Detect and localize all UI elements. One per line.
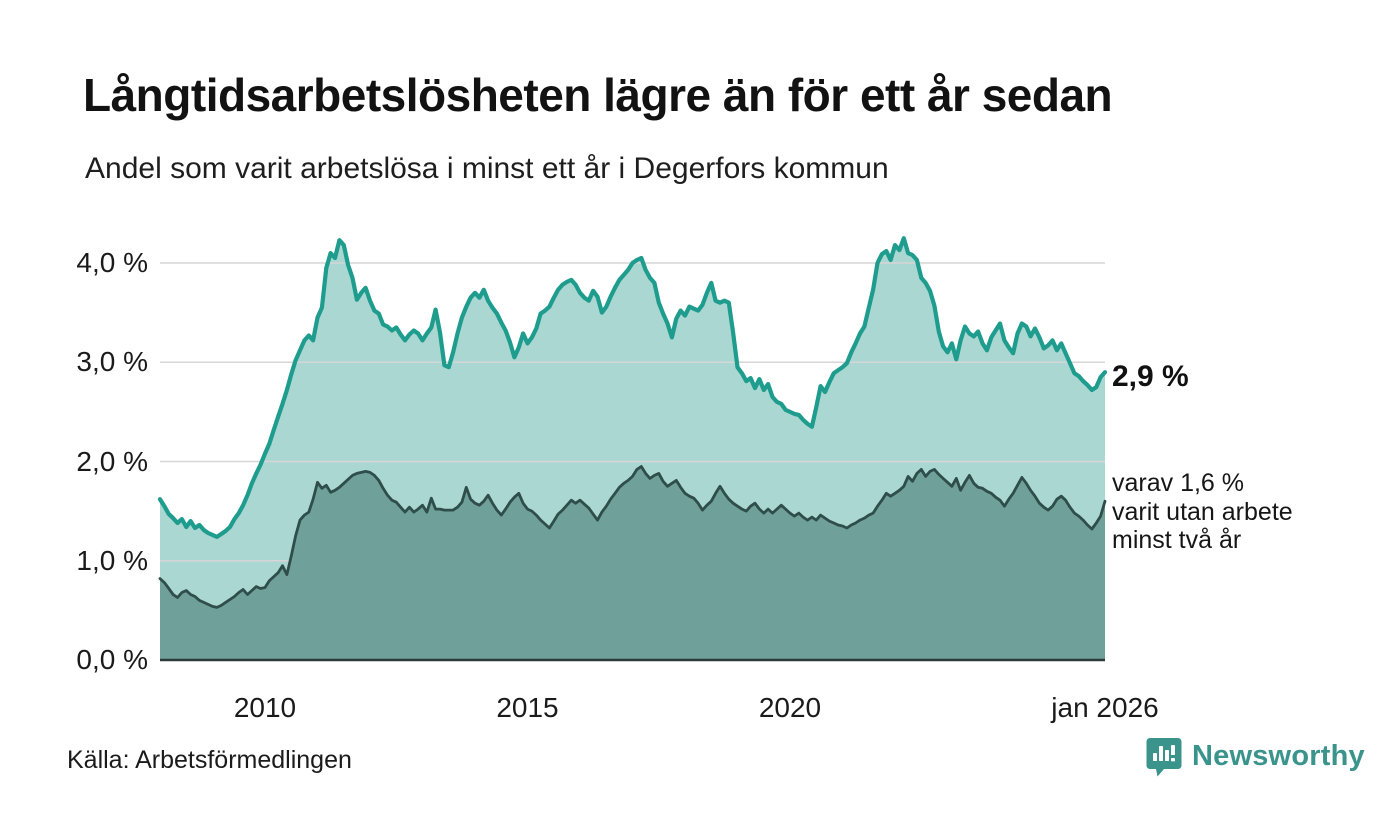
two-year-annotation: varav 1,6 % varit utan arbete minst två … (1112, 469, 1293, 555)
newsworthy-wordmark: Newsworthy (1192, 740, 1365, 772)
line-two-year-series (158, 465, 1107, 609)
y-axis-tick-label: 0,0 % (76, 644, 148, 675)
area-two-year-series (160, 466, 1105, 660)
y-axis-tick-label: 1,0 % (76, 544, 148, 576)
newsworthy-bubble-chart-icon (1146, 738, 1182, 777)
page-title: Långtidsarbetslösheten lägre än för ett … (83, 69, 1113, 121)
two-year-annotation-line: minst två år (1112, 526, 1242, 554)
y-axis-tick-label: 2,0 % (76, 445, 148, 477)
x-axis-tick-label: jan 2026 (1051, 692, 1159, 723)
y-axis-tick-label: 3,0 % (76, 346, 148, 378)
chart-canvas (157, 236, 1108, 662)
latest-value-annotation: 2,9 % (1112, 360, 1189, 393)
newsworthy-logo[interactable]: Newsworthy (1146, 737, 1365, 781)
source-note: Källa: Arbetsförmedlingen (67, 746, 352, 774)
x-axis-tick-label: 2015 (496, 692, 559, 723)
x-axis-tick-label: 2010 (233, 692, 297, 723)
page-subtitle: Andel som varit arbetslösa i minst ett å… (85, 152, 889, 185)
y-axis-tick-label: 4,0 % (76, 247, 148, 278)
two-year-annotation-line: varav 1,6 % (1112, 469, 1245, 497)
x-axis-tick-label: 2020 (758, 692, 822, 723)
two-year-annotation-line: varit utan arbete (1112, 497, 1293, 526)
line-total-series (157, 236, 1108, 539)
